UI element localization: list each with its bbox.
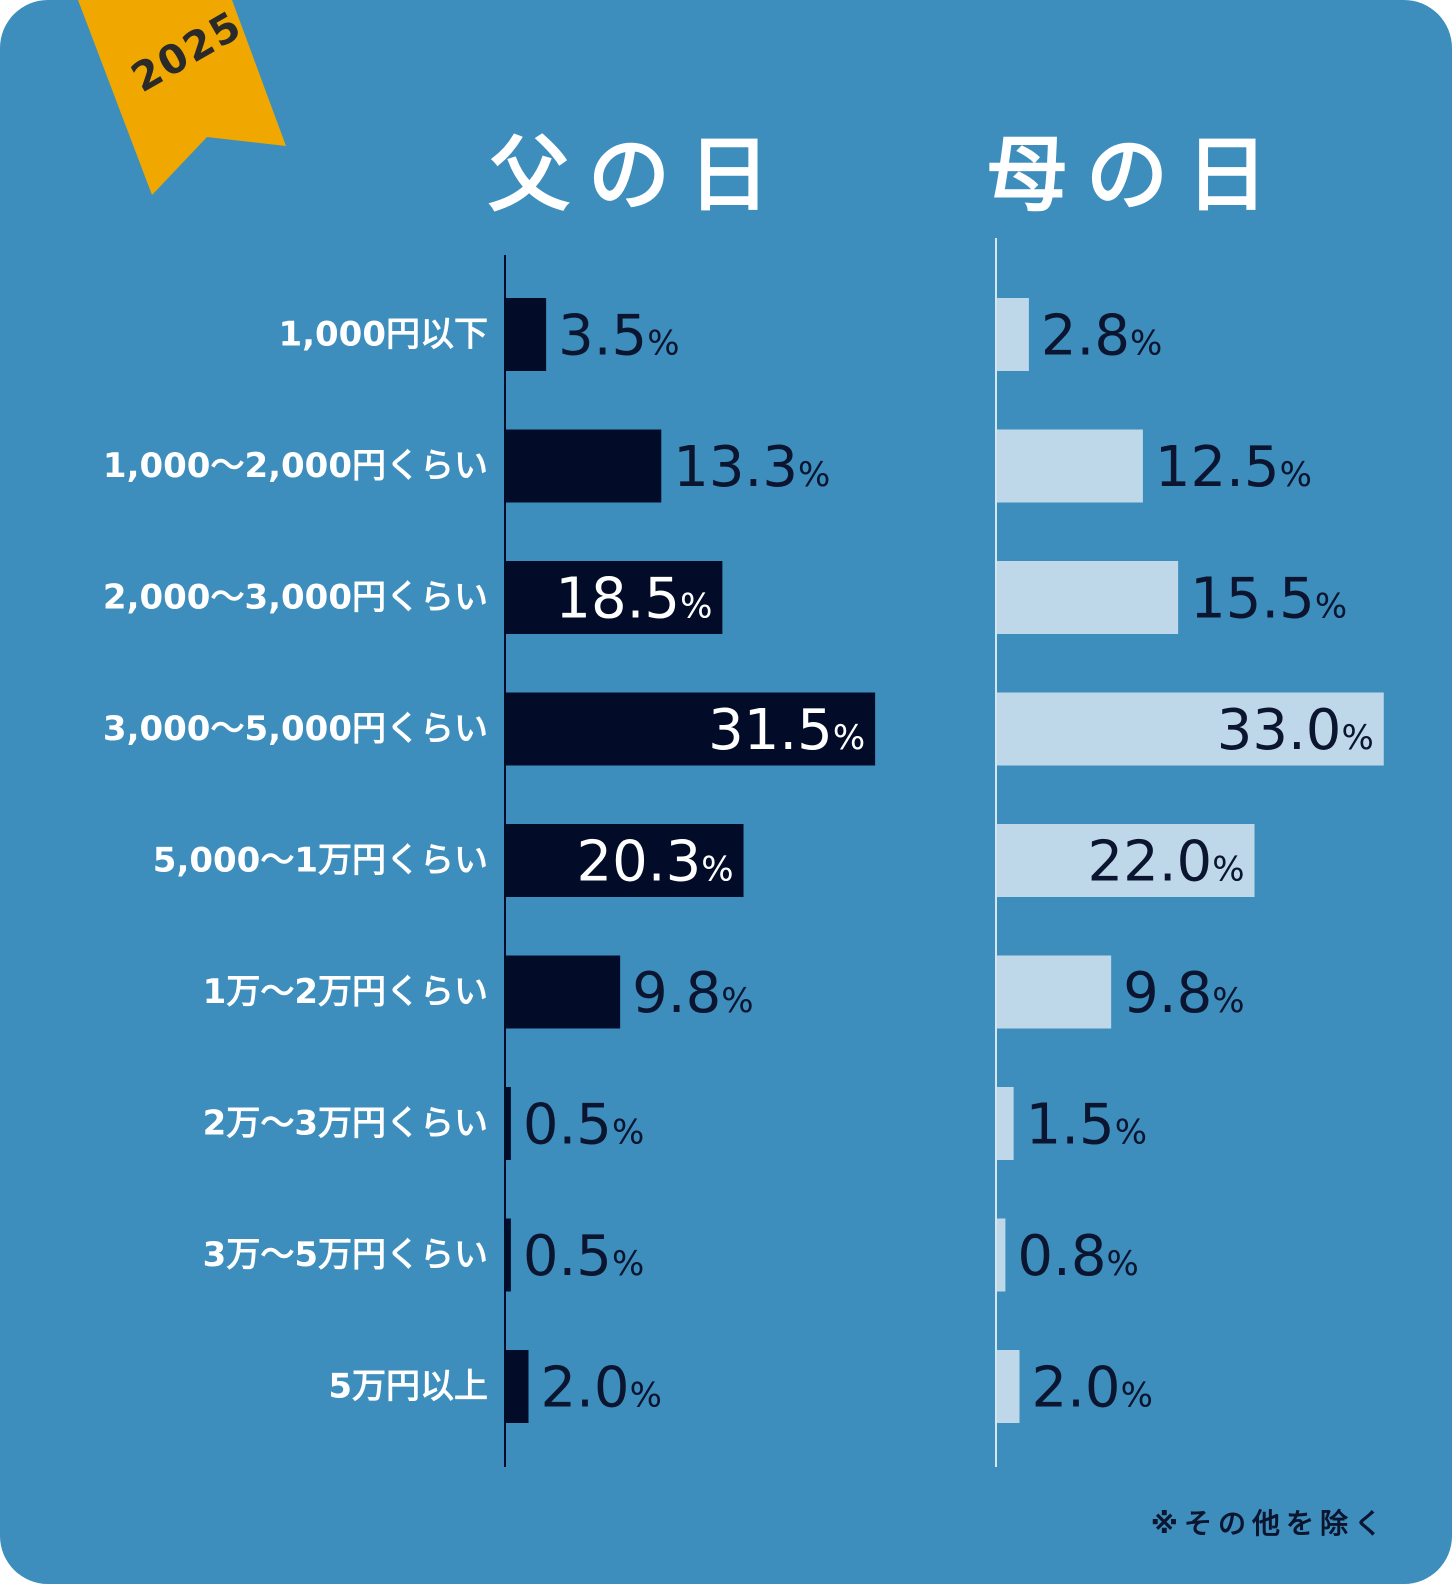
footnote: ※その他を除く bbox=[1150, 1507, 1388, 1540]
category-label: 5,000～1万円くらい bbox=[153, 841, 488, 881]
mother-bar bbox=[996, 1087, 1014, 1160]
mother-bar bbox=[996, 298, 1029, 371]
mother-value-label: 2.0% bbox=[1032, 1356, 1153, 1421]
mother-bar bbox=[996, 692, 1384, 766]
father-bar bbox=[505, 955, 621, 1029]
mother-bar bbox=[996, 1350, 1020, 1423]
ribbon-shape bbox=[78, 0, 286, 195]
mother-value-label: 15.5% bbox=[1190, 567, 1347, 632]
mother-bar bbox=[996, 1218, 1006, 1292]
category-label: 1,000円以下 bbox=[278, 315, 488, 355]
father-bar bbox=[505, 824, 744, 897]
category-label: 2,000～3,000円くらい bbox=[103, 578, 488, 618]
category-label: 3万～5万円くらい bbox=[203, 1235, 488, 1275]
father-value-label: 13.3% bbox=[673, 435, 830, 500]
mother-day-title: 母の日 bbox=[986, 128, 1287, 223]
category-label: 5万円以上 bbox=[328, 1367, 488, 1407]
year-ribbon-badge bbox=[78, 0, 286, 195]
father-bar bbox=[505, 692, 876, 766]
category-label: 1万～2万円くらい bbox=[203, 972, 488, 1012]
mother-value-label: 33.0% bbox=[1217, 698, 1374, 763]
father-value-label: 9.8% bbox=[632, 961, 753, 1026]
father-value-label: 3.5% bbox=[558, 304, 679, 369]
father-bar bbox=[505, 1350, 529, 1423]
mother-value-label: 1.5% bbox=[1026, 1093, 1147, 1158]
father-day-title: 父の日 bbox=[488, 128, 789, 223]
mother-value-label: 12.5% bbox=[1155, 435, 1312, 500]
father-value-label: 18.5% bbox=[555, 567, 712, 632]
father-value-label: 31.5% bbox=[708, 698, 865, 763]
mother-value-label: 0.8% bbox=[1017, 1224, 1138, 1289]
category-label: 2万～3万円くらい bbox=[203, 1104, 488, 1144]
father-value-label: 20.3% bbox=[577, 830, 734, 895]
mother-bar bbox=[996, 561, 1179, 634]
father-bar bbox=[505, 298, 547, 371]
father-value-label: 0.5% bbox=[523, 1224, 644, 1289]
father-bar bbox=[505, 1218, 511, 1292]
father-value-label: 2.0% bbox=[541, 1356, 662, 1421]
mother-bar bbox=[996, 824, 1255, 897]
father-bar bbox=[505, 561, 723, 634]
mother-value-label: 2.8% bbox=[1041, 304, 1162, 369]
father-bar bbox=[505, 429, 662, 503]
father-value-label: 0.5% bbox=[523, 1093, 644, 1158]
mother-value-label: 9.8% bbox=[1123, 961, 1244, 1026]
mother-bar bbox=[996, 955, 1112, 1029]
category-label: 3,000～5,000円くらい bbox=[103, 709, 488, 749]
mother-value-label: 22.0% bbox=[1088, 830, 1245, 895]
category-label: 1,000～2,000円くらい bbox=[103, 446, 488, 486]
father-bar bbox=[505, 1087, 511, 1160]
mother-bar bbox=[996, 429, 1143, 503]
